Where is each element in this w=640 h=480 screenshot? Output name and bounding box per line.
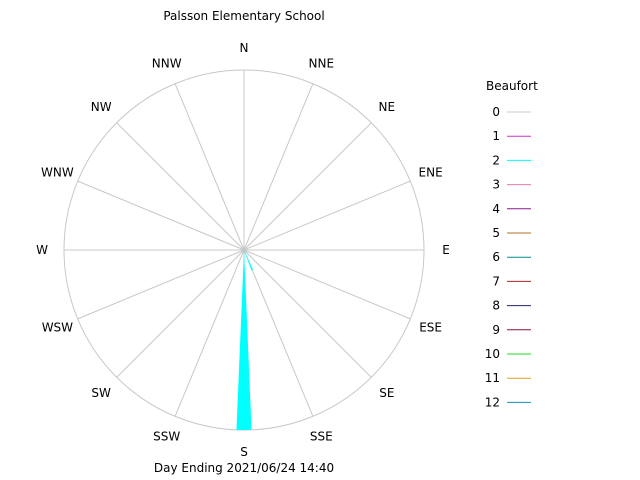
direction-label-ssw: SSW [153,430,180,444]
legend-entry-7: 7 [492,274,531,288]
legend-label: 4 [492,202,500,216]
chart-title: Palsson Elementary School [163,9,324,23]
legend-entry-8: 8 [492,299,531,313]
direction-label-sse: SSE [310,430,333,444]
legend-label: 2 [492,153,500,167]
legend-entry-5: 5 [492,226,531,240]
legend-title: Beaufort [486,79,538,93]
direction-label-se: SE [379,386,394,400]
petals [236,250,254,430]
grid-spoke-ese [243,249,411,320]
direction-label-w: W [36,243,48,257]
legend-entry-10: 10 [485,347,531,361]
legend-label: 6 [492,250,500,264]
direction-label-s: S [240,445,248,459]
legend-entry-2: 2 [492,153,531,167]
direction-label-n: N [240,41,249,55]
legend-entry-6: 6 [492,250,531,264]
grid-spoke-wsw [77,249,245,320]
legend-entry-9: 9 [492,323,531,337]
legend-entry-12: 12 [485,395,531,409]
legend-label: 3 [492,178,500,192]
direction-labels: N NNE NE ENE E ESE SE SSE S SSW SW WSW W WNW NW NNW [36,41,450,459]
direction-label-nw: NW [91,100,112,114]
direction-label-sw: SW [91,386,111,400]
grid-spoke-nne [243,83,314,251]
legend-label: 0 [492,105,500,119]
legend-label: 1 [492,129,500,143]
legend-label: 8 [492,299,500,313]
grid-spoke-ene [243,180,411,251]
legend-entry-0: 0 [492,105,531,119]
grid-spoke-sse [243,249,314,417]
grid-spoke-wnw [77,180,245,251]
legend-label: 11 [485,371,500,385]
petal-sse [244,250,254,271]
grid-spoke-se [243,249,372,378]
direction-label-wnw: WNW [41,166,74,180]
grid-spoke-nw [116,122,245,251]
grid-spoke-sw [116,249,245,378]
direction-label-nnw: NNW [152,56,182,70]
legend-label: 10 [485,347,500,361]
legend-entry-11: 11 [485,371,531,385]
legend-entry-1: 1 [492,129,531,143]
grid-spoke-ne [243,122,372,251]
direction-label-wsw: WSW [42,320,73,334]
direction-label-ne: NE [379,100,396,114]
grid-spoke-ssw [174,249,245,417]
legend-label: 5 [492,226,500,240]
direction-label-ene: ENE [419,166,443,180]
legend-label: 12 [485,395,500,409]
legend-label: 9 [492,323,500,337]
direction-label-e: E [442,243,450,257]
direction-label-nne: NNE [309,56,335,70]
grid-spoke-nnw [174,83,245,251]
legend-entry-3: 3 [492,178,531,192]
chart-subtitle: Day Ending 2021/06/24 14:40 [154,461,334,475]
direction-label-ese: ESE [419,320,442,334]
legend-entry-4: 4 [492,202,531,216]
legend-label: 7 [492,274,500,288]
petal-s [236,250,252,430]
